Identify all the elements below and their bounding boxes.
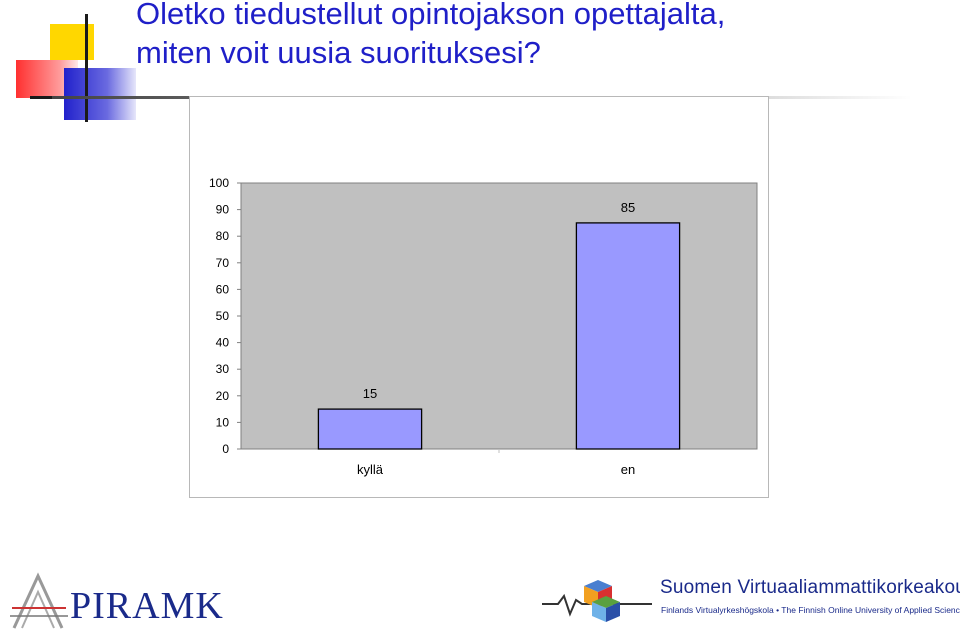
slide-title-line1: Oletko tiedustellut opintojakson opettaj…: [136, 0, 726, 31]
virtual-university-logo: Suomen Virtuaaliammattikorkeakoulu Finla…: [540, 574, 960, 626]
y-tick-label: 20: [216, 389, 230, 403]
header-decoration: [0, 0, 140, 125]
piramk-emblem-icon: [10, 572, 68, 629]
y-tick-label: 90: [216, 203, 230, 217]
bar-en: [575, 222, 681, 450]
x-tick-label: en: [621, 462, 635, 477]
slide-title-line2: miten voit uusia suorituksesi?: [136, 35, 541, 70]
bar-kyllä: [317, 408, 423, 450]
y-tick-label: 0: [222, 442, 229, 456]
bar-chart: 0 10 20 30 40 50 60 70 80 90 100 15 kyllä 85 en: [209, 176, 758, 477]
virtual-university-name: Suomen Virtuaaliammattikorkeakoulu: [660, 577, 960, 598]
y-tick-label: 10: [216, 415, 230, 429]
x-tick-label: kyllä: [357, 462, 384, 477]
blue-square: [64, 68, 136, 120]
virtual-university-subtitle: Finlands Virtualyrkeshögskola • The Finn…: [661, 605, 960, 615]
piramk-logo-text: PIRAMK: [70, 585, 224, 627]
y-tick-label: 50: [216, 309, 230, 323]
data-label: 15: [363, 386, 377, 401]
data-label: 85: [621, 200, 635, 215]
cube-wave-emblem-icon: [542, 580, 652, 622]
y-tick-label: 30: [216, 362, 230, 376]
piramk-logo: PIRAMK: [8, 572, 268, 632]
chart-frame: 0 10 20 30 40 50 60 70 80 90 100 15 kyllä 85 en: [189, 96, 769, 498]
y-tick-label: 80: [216, 229, 230, 243]
slide-title: Oletko tiedustellut opintojakson opettaj…: [136, 0, 725, 72]
vertical-line: [85, 14, 88, 122]
y-tick-label: 40: [216, 336, 230, 350]
y-tick-label: 70: [216, 256, 230, 270]
y-tick-label: 60: [216, 282, 230, 296]
y-tick-label: 100: [209, 176, 229, 190]
